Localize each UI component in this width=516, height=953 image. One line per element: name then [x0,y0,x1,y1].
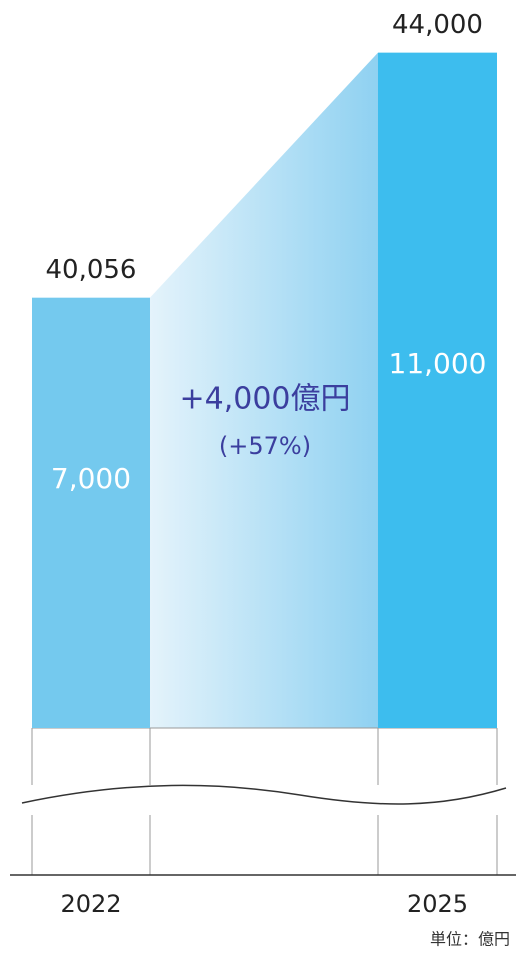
x-tick-label: 2025 [407,890,468,918]
x-tick-label: 2022 [60,890,121,918]
bar [32,297,150,728]
annotation-sub: (+57%) [219,432,311,460]
annotation: +4,000億円 [179,382,350,417]
bar [378,52,497,728]
inner-value-label: 7,000 [51,462,131,495]
unit-label: 単位：億円 [430,930,510,949]
value-label: 44,000 [392,10,483,40]
difference-area [150,52,378,728]
inner-value-label: 11,000 [389,347,487,380]
value-label: 40,056 [46,255,137,285]
axis-break [21,727,507,875]
